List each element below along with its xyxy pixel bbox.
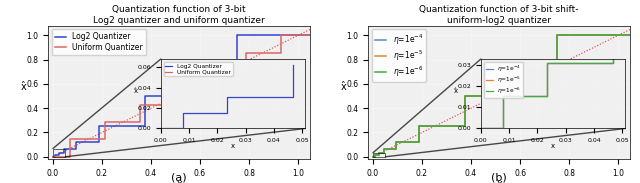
$\eta$=1e$^{-4}$ <box>381 148 388 150</box>
Uniform Quantizer <box>207 69 214 71</box>
$\eta$=1e$^{-4}$ <box>371 156 379 158</box>
$\eta$=1e$^{-6}$ <box>371 154 379 156</box>
Log2 Quantizer <box>141 95 148 97</box>
Uniform Quantizer <box>276 52 284 54</box>
X-axis label: x: x <box>176 179 182 183</box>
Legend: Log2 Quantizer, Uniform Quantizer: Log2 Quantizer, Uniform Quantizer <box>52 29 146 55</box>
Log2 Quantizer <box>49 156 57 158</box>
$\eta$=1e$^{-6}$ <box>415 125 423 128</box>
$\eta$=1e$^{-6}$ <box>461 125 468 128</box>
Log2 Quantizer <box>233 34 241 36</box>
$\eta$=1e$^{-4}$ <box>553 95 561 97</box>
$\eta$=1e$^{-4}$ <box>381 152 388 154</box>
$\eta$=1e$^{-5}$ <box>375 152 383 154</box>
$\eta$=1e$^{-5}$ <box>381 148 388 150</box>
$\eta$=1e$^{-4}$ <box>375 152 383 154</box>
$\eta$=1e$^{-6}$ <box>375 154 383 156</box>
$\eta$=1e$^{-4}$ <box>553 34 561 36</box>
$\eta$=1e$^{-6}$ <box>461 95 468 97</box>
$\eta$=1e$^{-4}$ <box>369 156 377 158</box>
Log2 Quantizer <box>51 156 59 158</box>
Legend: $\eta$=1e$^{-4}$, $\eta$=1e$^{-5}$, $\eta$=1e$^{-6}$: $\eta$=1e$^{-4}$, $\eta$=1e$^{-5}$, $\et… <box>372 29 426 82</box>
Uniform Quantizer <box>136 121 144 123</box>
Uniform Quantizer <box>207 86 214 89</box>
Uniform Quantizer <box>67 156 74 158</box>
$\eta$=1e$^{-5}$ <box>553 95 561 97</box>
$\eta$=1e$^{-6}$ <box>381 148 388 150</box>
Log2 Quantizer <box>61 148 68 150</box>
$\eta$=1e$^{-4}$ <box>461 95 468 97</box>
$\eta$=1e$^{-4}$ <box>375 154 383 156</box>
$\eta$=1e$^{-6}$ <box>369 156 377 158</box>
$\eta$=1e$^{-5}$ <box>461 125 468 128</box>
$\eta$=1e$^{-5}$ <box>369 156 377 158</box>
Text: (a): (a) <box>172 173 187 183</box>
$\eta$=1e$^{-5}$ <box>375 154 383 156</box>
Line: $\eta$=1e$^{-6}$: $\eta$=1e$^{-6}$ <box>373 35 630 157</box>
$\eta$=1e$^{-6}$ <box>553 95 561 97</box>
$\eta$=1e$^{-6}$ <box>392 148 400 150</box>
Title: Quantization function of 3-bit shift-
uniform-log2 quantizer: Quantization function of 3-bit shift- un… <box>419 5 579 25</box>
Log2 Quantizer <box>233 95 241 97</box>
$\eta$=1e$^{-6}$ <box>375 152 383 154</box>
Uniform Quantizer <box>242 52 250 54</box>
Log2 Quantizer <box>95 141 102 143</box>
$\eta$=1e$^{-6}$ <box>553 34 561 36</box>
Y-axis label: x̂: x̂ <box>340 82 346 92</box>
Uniform Quantizer <box>67 138 74 141</box>
$\eta$=1e$^{-6}$ <box>381 152 388 154</box>
$\eta$=1e$^{-5}$ <box>415 125 423 128</box>
Log2 Quantizer <box>72 141 80 143</box>
Log2 Quantizer <box>61 152 68 154</box>
Log2 Quantizer <box>95 125 102 128</box>
$\eta$=1e$^{-6}$ <box>627 34 634 36</box>
$\eta$=1e$^{-5}$ <box>392 141 400 143</box>
$\eta$=1e$^{-4}$ <box>627 34 634 36</box>
Line: Log2 Quantizer: Log2 Quantizer <box>53 35 310 157</box>
$\eta$=1e$^{-6}$ <box>371 156 379 158</box>
Bar <box>373 153 385 157</box>
Uniform Quantizer <box>102 138 109 141</box>
Log2 Quantizer <box>51 154 59 156</box>
Uniform Quantizer <box>172 104 179 106</box>
Log2 Quantizer <box>72 148 80 150</box>
$\eta$=1e$^{-4}$ <box>392 148 400 150</box>
Uniform Quantizer <box>242 69 250 71</box>
Line: $\eta$=1e$^{-4}$: $\eta$=1e$^{-4}$ <box>373 35 630 157</box>
Uniform Quantizer <box>49 156 57 158</box>
Uniform Quantizer <box>102 121 109 123</box>
$\eta$=1e$^{-5}$ <box>392 148 400 150</box>
Line: $\eta$=1e$^{-5}$: $\eta$=1e$^{-5}$ <box>373 35 630 157</box>
$\eta$=1e$^{-4}$ <box>461 125 468 128</box>
Log2 Quantizer <box>307 34 314 36</box>
Line: Uniform Quantizer: Uniform Quantizer <box>53 35 310 157</box>
$\eta$=1e$^{-5}$ <box>371 156 379 158</box>
Log2 Quantizer <box>55 152 63 154</box>
$\eta$=1e$^{-5}$ <box>415 141 423 143</box>
Title: Quantization function of 3-bit
Log2 quantizer and uniform quantizer: Quantization function of 3-bit Log2 quan… <box>93 5 265 25</box>
Text: (b): (b) <box>492 173 507 183</box>
$\eta$=1e$^{-6}$ <box>392 141 400 143</box>
$\eta$=1e$^{-5}$ <box>381 152 388 154</box>
Uniform Quantizer <box>276 34 284 36</box>
$\eta$=1e$^{-5}$ <box>553 34 561 36</box>
$\eta$=1e$^{-4}$ <box>392 141 400 143</box>
Uniform Quantizer <box>307 34 314 36</box>
X-axis label: x: x <box>497 179 502 183</box>
$\eta$=1e$^{-5}$ <box>461 95 468 97</box>
$\eta$=1e$^{-4}$ <box>415 125 423 128</box>
Log2 Quantizer <box>141 125 148 128</box>
Log2 Quantizer <box>55 154 63 156</box>
Uniform Quantizer <box>172 86 179 89</box>
$\eta$=1e$^{-6}$ <box>415 141 423 143</box>
Y-axis label: x̂: x̂ <box>20 82 26 92</box>
$\eta$=1e$^{-4}$ <box>371 154 379 156</box>
Uniform Quantizer <box>136 104 144 106</box>
$\eta$=1e$^{-4}$ <box>415 141 423 143</box>
$\eta$=1e$^{-5}$ <box>627 34 634 36</box>
Bar <box>53 149 65 157</box>
$\eta$=1e$^{-5}$ <box>371 154 379 156</box>
